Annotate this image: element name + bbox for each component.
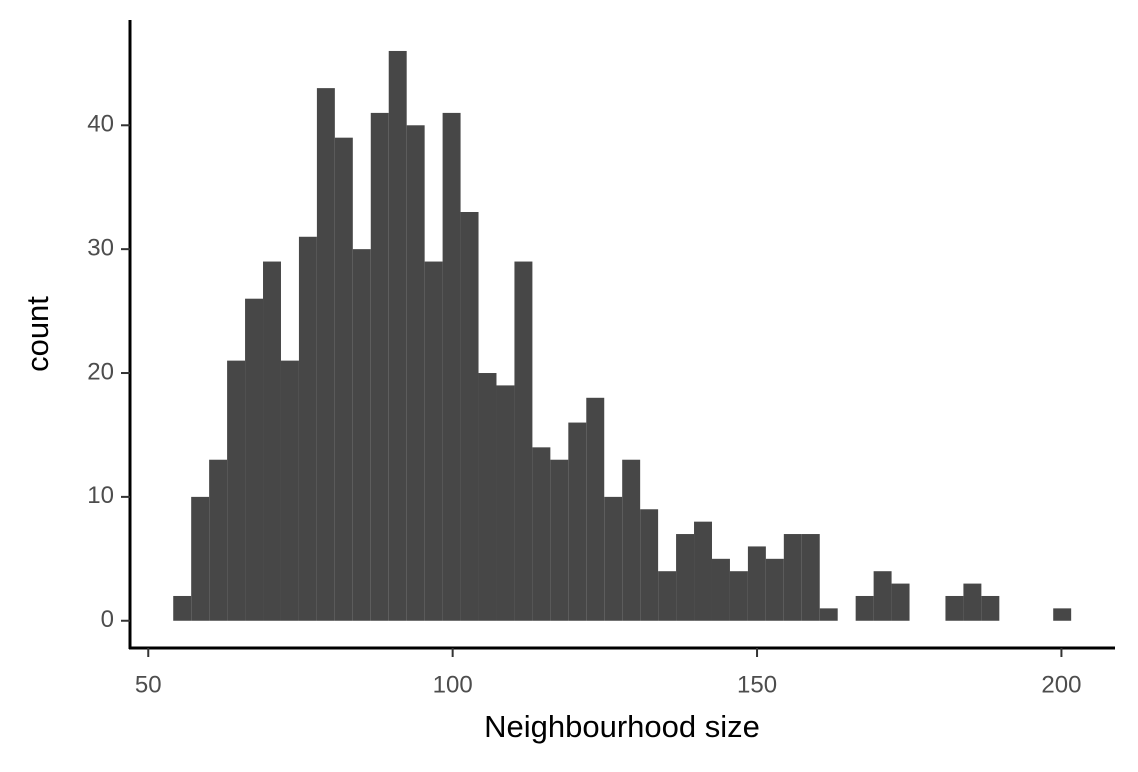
bar	[406, 125, 425, 621]
bar	[658, 571, 677, 621]
bar	[388, 50, 407, 621]
bar	[209, 459, 228, 621]
x-tick-label: 100	[433, 671, 473, 698]
bar	[370, 112, 389, 621]
bar	[478, 373, 497, 621]
bar	[298, 236, 317, 621]
bar	[532, 447, 551, 621]
bar	[891, 583, 910, 621]
bar	[352, 249, 371, 621]
bar	[550, 459, 569, 621]
bar	[316, 88, 335, 621]
bar	[981, 595, 1000, 621]
bar	[586, 397, 605, 621]
bar	[514, 261, 533, 621]
y-tick-label: 30	[87, 234, 114, 261]
bar	[676, 534, 695, 621]
bar	[819, 608, 838, 621]
bar	[747, 546, 766, 621]
x-tick-label: 200	[1041, 671, 1081, 698]
y-axis-title: count	[20, 296, 55, 372]
bar	[424, 261, 443, 621]
bar	[568, 422, 587, 621]
bar	[783, 534, 802, 621]
bar	[855, 595, 874, 621]
bar	[622, 459, 641, 621]
bar	[640, 509, 659, 621]
bar	[191, 496, 210, 621]
bar	[334, 137, 353, 621]
bar	[801, 534, 820, 621]
bar	[227, 360, 246, 621]
bar	[604, 496, 623, 621]
bar	[694, 521, 712, 621]
bar	[873, 571, 892, 621]
bar	[173, 595, 192, 621]
bar	[263, 261, 281, 621]
x-axis-title: Neighbourhood size	[484, 709, 760, 744]
y-tick-label: 10	[87, 482, 114, 509]
y-tick-label: 0	[101, 606, 114, 633]
x-tick-label: 50	[135, 671, 162, 698]
bar	[280, 360, 299, 621]
bar	[765, 558, 784, 621]
x-tick-label: 150	[737, 671, 777, 698]
bar	[945, 595, 964, 621]
bar	[729, 571, 748, 621]
bar	[460, 211, 479, 621]
bar	[1053, 608, 1072, 621]
bar	[245, 298, 264, 621]
y-tick-label: 20	[87, 358, 114, 385]
bar	[496, 385, 515, 621]
y-tick-label: 40	[87, 111, 114, 138]
bar	[711, 558, 730, 621]
bar	[442, 112, 461, 621]
bar	[963, 583, 982, 621]
